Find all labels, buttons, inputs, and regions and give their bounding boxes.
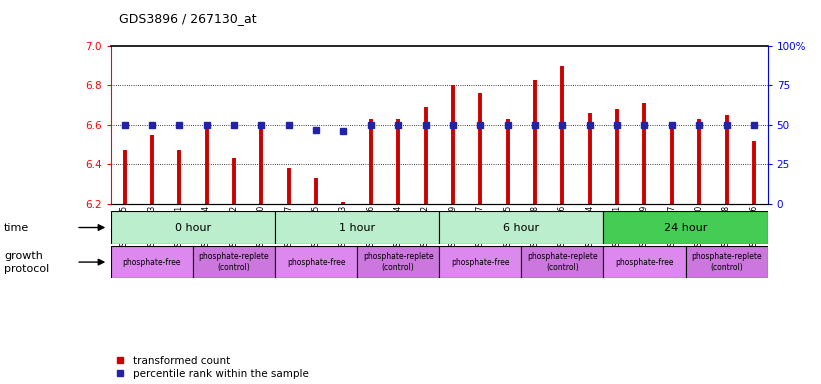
- Text: phosphate-free: phosphate-free: [122, 258, 181, 266]
- Bar: [275, 246, 357, 278]
- Text: 0 hour: 0 hour: [175, 222, 211, 233]
- Text: GDS3896 / 267130_at: GDS3896 / 267130_at: [119, 12, 257, 25]
- Text: phosphate-free: phosphate-free: [451, 258, 510, 266]
- Text: 6 hour: 6 hour: [503, 222, 539, 233]
- Bar: [686, 246, 768, 278]
- Bar: [111, 211, 275, 244]
- Bar: [603, 211, 768, 244]
- Text: phosphate-free: phosphate-free: [615, 258, 674, 266]
- Text: phosphate-replete
(control): phosphate-replete (control): [691, 252, 762, 272]
- Bar: [603, 246, 686, 278]
- Text: growth: growth: [4, 250, 43, 261]
- Bar: [357, 246, 439, 278]
- Text: 24 hour: 24 hour: [664, 222, 707, 233]
- Text: time: time: [4, 222, 30, 233]
- Text: 1 hour: 1 hour: [339, 222, 375, 233]
- Bar: [111, 246, 193, 278]
- Bar: [521, 246, 603, 278]
- Bar: [439, 211, 603, 244]
- Text: phosphate-replete
(control): phosphate-replete (control): [527, 252, 598, 272]
- Text: phosphate-free: phosphate-free: [287, 258, 346, 266]
- Text: protocol: protocol: [4, 263, 49, 274]
- Legend: transformed count, percentile rank within the sample: transformed count, percentile rank withi…: [116, 356, 309, 379]
- Bar: [439, 246, 521, 278]
- Text: phosphate-replete
(control): phosphate-replete (control): [199, 252, 269, 272]
- Text: phosphate-replete
(control): phosphate-replete (control): [363, 252, 433, 272]
- Bar: [193, 246, 275, 278]
- Bar: [275, 211, 439, 244]
